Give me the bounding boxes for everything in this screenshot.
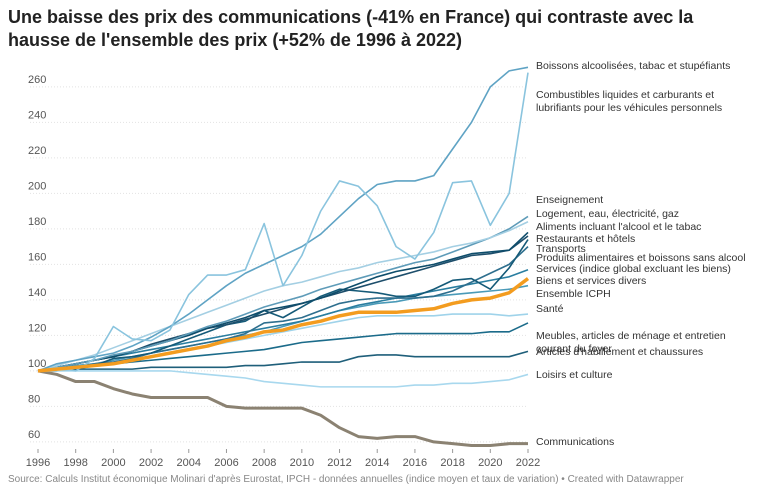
- series-line: [37, 231, 529, 372]
- series-label: Santé: [536, 303, 564, 315]
- series-label: Communications: [536, 436, 615, 448]
- x-tick-label: 2008: [252, 457, 276, 469]
- x-tick-label: 2012: [327, 457, 351, 469]
- x-tick-label: 2020: [478, 457, 502, 469]
- series-line: [37, 221, 529, 372]
- series-label: Produits alimentaires et boissons sans a…: [536, 252, 746, 264]
- series-line: [37, 277, 530, 373]
- series-label: Aliments incluant l'alcool et le tabac: [536, 221, 702, 233]
- series-label: Biens et services divers: [536, 275, 647, 287]
- y-tick-label: 200: [28, 180, 46, 192]
- series-label: Ensemble ICPH: [536, 288, 611, 300]
- series-label: Logement, eau, électricité, gaz: [536, 208, 680, 220]
- series-label: Boissons alcoolisées, tabac et stupéfian…: [536, 60, 731, 72]
- series-label: Enseignement: [536, 194, 604, 206]
- x-tick-label: 2022: [516, 457, 540, 469]
- series-line: [37, 215, 529, 372]
- series-line: [37, 72, 529, 372]
- series-line: [38, 370, 529, 388]
- y-tick-label: 240: [28, 109, 46, 121]
- x-tick-label: 1996: [26, 457, 50, 469]
- series-line: [37, 239, 529, 372]
- series-label: Combustibles liquides et carburants et l…: [536, 89, 723, 114]
- source: Source: Calculs Institut économique Moli…: [8, 474, 684, 485]
- y-tick-label: 80: [28, 393, 40, 405]
- y-tick-label: 160: [28, 251, 46, 263]
- x-tick-label: 2002: [139, 457, 163, 469]
- x-tick-label: 2006: [214, 457, 238, 469]
- x-tick-label: 2016: [403, 457, 427, 469]
- series-label: Meubles, articles de ménage et entretien…: [536, 330, 726, 355]
- series-line: [37, 369, 528, 447]
- y-tick-label: 60: [28, 429, 40, 441]
- x-tick-label: 2014: [365, 457, 389, 469]
- y-tick-label: 140: [28, 287, 46, 299]
- x-tick-label: 2010: [290, 457, 314, 469]
- y-tick-label: 180: [28, 216, 46, 228]
- series-label: Transports: [536, 243, 586, 255]
- series-label: Articles d'habillement et chaussures: [536, 346, 704, 358]
- series-line: [38, 350, 529, 372]
- y-tick-label: 260: [28, 74, 46, 86]
- y-tick-label: 100: [28, 358, 46, 370]
- series-line: [37, 66, 529, 372]
- chart-title: Une baisse des prix des communications (…: [8, 7, 694, 50]
- x-tick-label: 1998: [63, 457, 87, 469]
- series-label: Services (indice global excluant les bie…: [536, 263, 731, 275]
- x-tick-label: 2000: [101, 457, 125, 469]
- x-tick-label: 2018: [440, 457, 464, 469]
- series-line: [37, 284, 529, 372]
- x-tick-label: 2004: [177, 457, 201, 469]
- y-tick-label: 220: [28, 145, 46, 157]
- series-label: Restaurants et hôtels: [536, 233, 636, 245]
- series-label: Loisirs et culture: [536, 369, 613, 381]
- y-tick-label: 120: [28, 322, 46, 334]
